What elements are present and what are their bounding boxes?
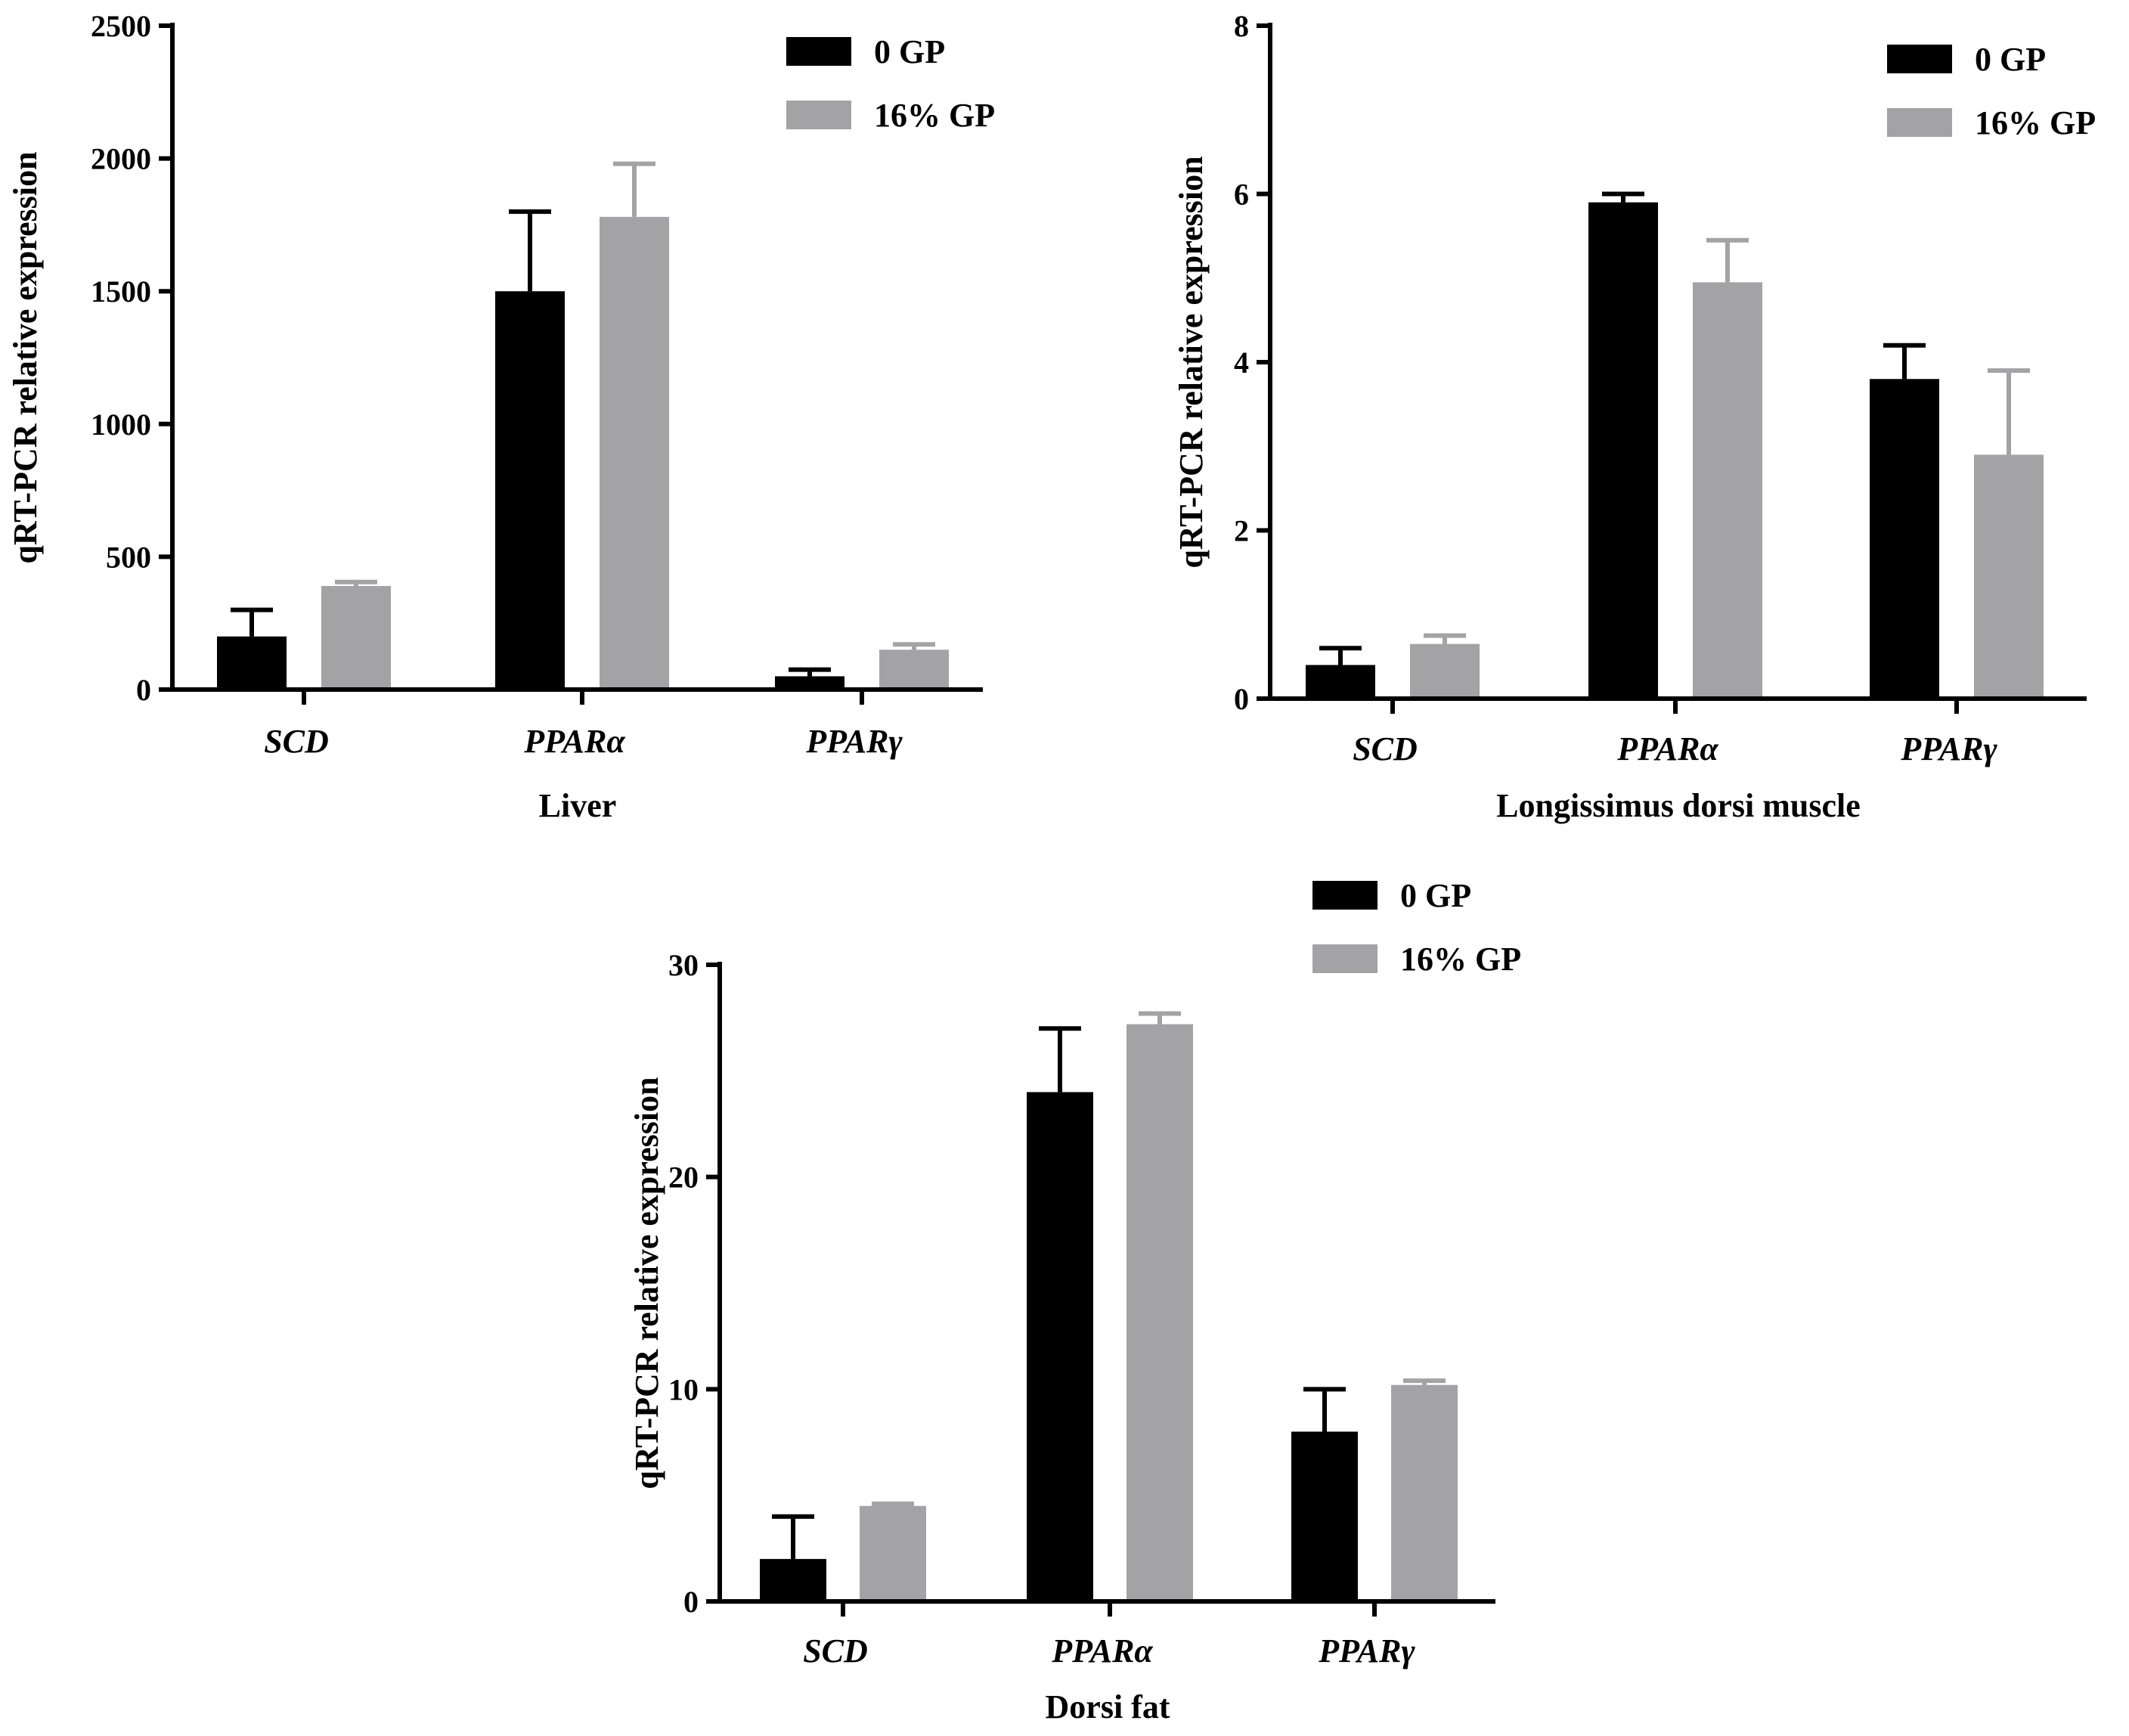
bar-0gp-2	[1870, 379, 1939, 699]
legend-swatch	[786, 101, 851, 129]
legend-swatch	[1312, 881, 1377, 910]
y-tick-label: 1000	[91, 408, 151, 442]
bar-0gp-0	[1306, 665, 1375, 699]
y-tick-label: 500	[106, 540, 151, 574]
y-tick-label: 1500	[91, 274, 151, 308]
x-axis-label: Longissimus dorsi muscle	[1496, 787, 1861, 824]
bar-16gp-2	[1974, 454, 2044, 699]
category-label: SCD	[1353, 730, 1418, 767]
y-tick-label: 8	[1234, 9, 1249, 43]
category-label: PPARγ	[1900, 730, 1997, 767]
legend-label: 16% GP	[1975, 104, 2096, 141]
category-label: SCD	[803, 1632, 868, 1669]
y-tick-label: 0	[683, 1585, 699, 1619]
bar-0gp-0	[760, 1558, 826, 1601]
bar-16gp-2	[879, 649, 949, 690]
legend-label: 16% GP	[874, 97, 995, 134]
x-axis-label: Dorsi fat	[1046, 1688, 1170, 1725]
legend-label: 0 GP	[1975, 41, 2046, 78]
category-label: PPARα	[523, 723, 625, 760]
y-axis-label: qRT-PCR relative expression	[628, 1077, 665, 1489]
category-label: PPARγ	[1318, 1632, 1415, 1669]
bar-0gp-1	[1027, 1092, 1093, 1601]
y-tick-label: 0	[136, 673, 151, 707]
legend-label: 0 GP	[1400, 877, 1471, 914]
legend-swatch	[1887, 108, 1952, 137]
legend-swatch	[1887, 45, 1952, 73]
bar-16gp-0	[1410, 643, 1480, 699]
bar-0gp-2	[775, 676, 844, 690]
bar-0gp-0	[217, 636, 287, 690]
chart-panel-1: 0 2 4 6 8 SCD PPARα PPARγ Longissimus dorsi musc…	[1173, 9, 2096, 824]
category-label: PPARγ	[805, 723, 903, 760]
bar-16gp-0	[321, 586, 391, 690]
y-tick-label: 2000	[91, 142, 151, 176]
bar-16gp-1	[1126, 1024, 1193, 1601]
y-tick-label: 2500	[91, 9, 151, 43]
bar-0gp-1	[1588, 202, 1658, 699]
y-axis-label: qRT-PCR relative expression	[1173, 156, 1210, 568]
legend-swatch	[1312, 944, 1377, 973]
y-tick-label: 4	[1234, 346, 1249, 380]
legend-label: 16% GP	[1400, 941, 1521, 978]
chart-panel-0: 0 500 1000 1500 2000 2500 SCD PPARα PPARγ Liver qR…	[7, 9, 995, 824]
category-label: PPARα	[1051, 1632, 1153, 1669]
bar-0gp-2	[1291, 1431, 1358, 1601]
bar-16gp-0	[860, 1505, 926, 1601]
y-tick-label: 6	[1234, 178, 1249, 212]
bar-16gp-2	[1391, 1384, 1458, 1601]
bar-0gp-1	[495, 291, 565, 690]
legend-label: 0 GP	[874, 33, 945, 70]
y-tick-label: 20	[668, 1161, 699, 1195]
legend-swatch	[786, 37, 851, 66]
bar-16gp-1	[1693, 282, 1762, 699]
bar-16gp-1	[600, 216, 669, 690]
y-tick-label: 0	[1234, 682, 1249, 716]
x-axis-label: Liver	[539, 787, 617, 824]
category-label: PPARα	[1616, 730, 1718, 767]
y-tick-label: 10	[668, 1372, 699, 1406]
chart-panel-2: 0 10 20 30 SCD PPARα PPARγ Dorsi fat qRT-PCR rel…	[628, 877, 1521, 1725]
y-axis-label: qRT-PCR relative expression	[7, 151, 44, 563]
y-tick-label: 2	[1234, 514, 1249, 548]
y-tick-label: 30	[668, 948, 699, 982]
category-label: SCD	[264, 723, 329, 760]
